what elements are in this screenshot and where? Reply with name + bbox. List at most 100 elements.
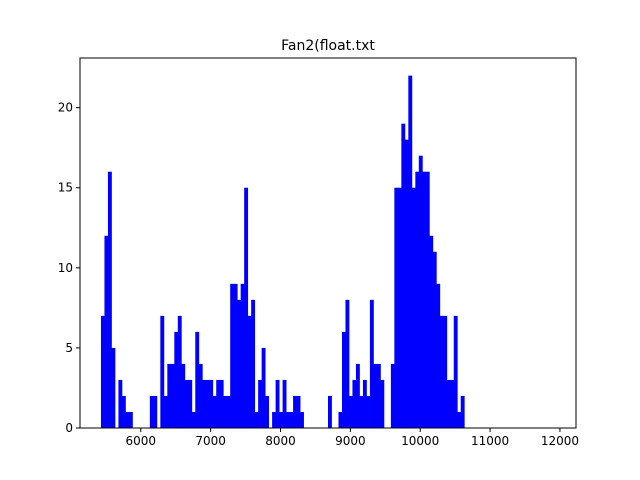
histogram-bar	[380, 379, 385, 428]
histogram-bar	[348, 395, 353, 428]
histogram-bar	[397, 187, 402, 428]
histogram-bar	[198, 363, 203, 428]
x-tick-label: 8000	[265, 434, 296, 448]
histogram-bar	[394, 187, 399, 428]
histogram-bar	[439, 315, 444, 428]
histogram-bar	[174, 331, 179, 428]
histogram-bar	[359, 395, 364, 428]
histogram-bar	[293, 395, 297, 428]
histogram-bar	[366, 395, 371, 428]
histogram-bar	[226, 395, 231, 428]
histogram-bar	[240, 283, 245, 428]
histogram-bar	[202, 379, 207, 428]
histogram-bar	[429, 235, 434, 428]
histogram-bar	[411, 187, 416, 428]
y-tick-label: 20	[58, 101, 73, 115]
histogram-bar	[443, 315, 448, 428]
histogram-bar	[121, 395, 126, 428]
histogram-bar	[404, 139, 409, 429]
histogram-bar	[436, 283, 441, 428]
x-tick-label: 6000	[126, 434, 157, 448]
histogram-bar	[289, 411, 294, 428]
histogram-bar	[212, 395, 217, 428]
histogram-bar	[369, 299, 374, 428]
histogram-bar	[450, 379, 455, 428]
histogram-bar	[128, 411, 133, 428]
histogram-bar	[191, 411, 196, 428]
y-tick-label: 5	[65, 341, 73, 355]
histogram-bar	[205, 379, 210, 428]
histogram-bar	[170, 363, 175, 428]
histogram-bar	[390, 363, 395, 428]
histogram-bar	[209, 379, 214, 428]
x-tick-label: 10000	[401, 434, 439, 448]
histogram-bar	[167, 363, 172, 428]
histogram-bar	[261, 347, 266, 428]
histogram-bar	[355, 363, 360, 428]
histogram-bar	[195, 331, 200, 428]
histogram-bar	[457, 411, 462, 428]
histogram-bar	[282, 379, 287, 428]
histogram-bar	[300, 411, 304, 428]
histogram-bar	[362, 379, 367, 428]
y-tick-label: 10	[58, 261, 73, 275]
histogram-bar	[230, 283, 235, 428]
histogram-bar	[219, 379, 224, 428]
histogram-bar	[275, 379, 280, 428]
histogram-bar	[460, 395, 465, 428]
histogram-bar	[251, 299, 256, 428]
histogram-bar	[453, 315, 458, 428]
histogram-bar	[160, 315, 165, 428]
histogram-bar	[296, 395, 301, 428]
x-tick-label: 12000	[541, 434, 579, 448]
chart-title: Fan2(float.txt	[281, 38, 375, 54]
histogram-bar	[328, 395, 332, 428]
histogram-bar	[149, 395, 154, 428]
histogram-bar	[265, 395, 270, 428]
histogram-bar	[341, 331, 346, 428]
histogram-bar	[244, 187, 249, 428]
histogram-bar	[352, 379, 357, 428]
histogram-bar	[446, 379, 451, 428]
histogram-bar	[237, 299, 242, 428]
plot-frame	[79, 57, 577, 429]
histogram-bar	[432, 251, 437, 428]
histogram-bar	[425, 171, 430, 428]
histogram-bar	[104, 235, 109, 428]
y-tick-label: 0	[65, 421, 73, 435]
histogram-bar	[418, 155, 423, 428]
histogram-bar	[345, 299, 350, 428]
histogram-bar	[188, 379, 193, 428]
histogram-bar	[247, 315, 252, 428]
histogram-bar	[258, 379, 263, 428]
histogram-bar	[415, 171, 420, 428]
histogram-bar	[272, 411, 277, 428]
histogram-bar	[279, 411, 283, 428]
histogram-bar	[233, 283, 238, 428]
histogram-bar	[408, 75, 413, 428]
histogram-bar	[100, 315, 105, 428]
histogram-bar	[376, 363, 381, 428]
x-tick-label: 9000	[335, 434, 366, 448]
histogram-bar	[223, 395, 228, 428]
x-axis-ticks: 6000 7000 8000 9000 10000 11000 12000	[126, 428, 579, 448]
histogram-bar	[216, 379, 221, 428]
histogram-bar	[111, 347, 116, 428]
x-tick-label: 7000	[195, 434, 226, 448]
histogram-bar	[338, 411, 343, 428]
histogram-bar	[181, 363, 186, 428]
y-tick-label: 15	[58, 181, 73, 195]
histogram-bar	[422, 171, 427, 428]
histogram-bar	[286, 411, 290, 428]
histogram-bar	[125, 411, 130, 428]
x-tick-label: 11000	[471, 434, 509, 448]
histogram-bar	[118, 379, 123, 428]
histogram-bar	[163, 395, 168, 428]
histogram-bar	[153, 395, 158, 428]
histogram-bar	[401, 123, 406, 429]
histogram-bar	[177, 315, 182, 428]
histogram-bar	[184, 379, 189, 428]
y-axis-ticks: 0 5 10 15 20	[58, 101, 80, 435]
